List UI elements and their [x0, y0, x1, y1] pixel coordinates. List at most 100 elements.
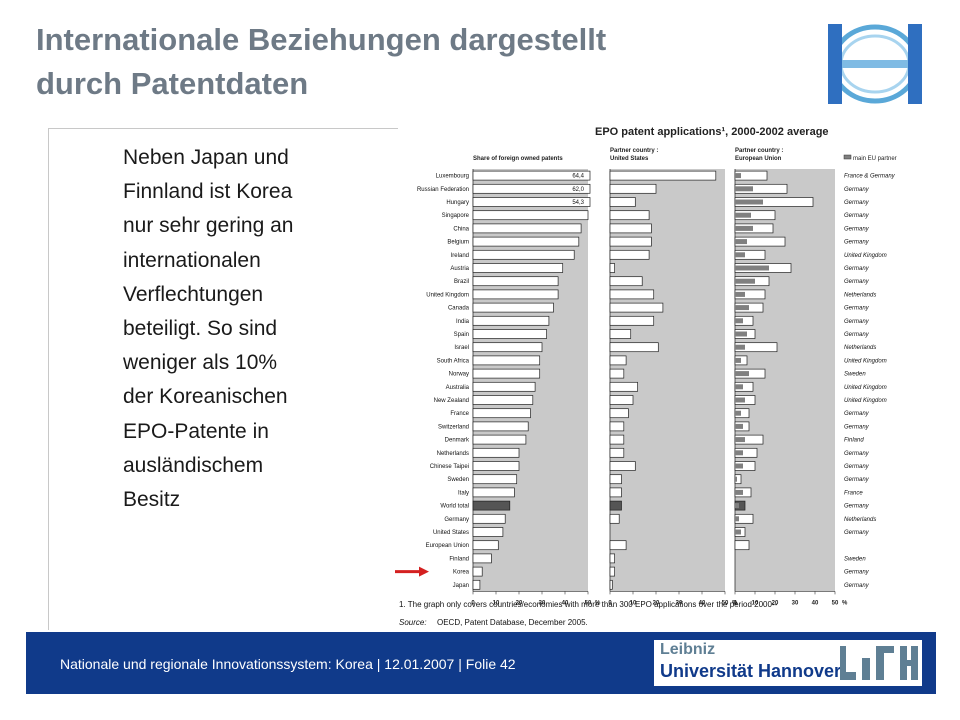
- main-eu-partner-label: United Kingdom: [844, 385, 887, 391]
- bar-share-foreign: [472, 487, 515, 498]
- category-label: Switzerland: [438, 424, 469, 430]
- bar-main-eu-partner: [735, 516, 739, 522]
- main-eu-partner-label: Germany: [844, 240, 870, 246]
- chart-note: 1. The graph only covers countries/econo…: [399, 600, 778, 609]
- bar-share-foreign: [472, 500, 511, 511]
- bar-partner-us: [609, 329, 632, 339]
- category-label: Netherlands: [437, 451, 469, 457]
- bar-partner-us: [609, 540, 627, 551]
- bar-share-foreign: [472, 342, 543, 353]
- x-tick-label: 30: [792, 600, 799, 606]
- bar-share-foreign: [472, 223, 582, 234]
- main-eu-partner-label: United Kingdom: [844, 253, 887, 259]
- bar-share-foreign: [472, 236, 580, 247]
- content-divider-vertical: [48, 128, 49, 630]
- bar-main-eu-partner: [735, 186, 753, 192]
- x-axis-unit: %: [842, 600, 848, 606]
- category-label: Luxembourg: [436, 174, 469, 180]
- main-eu-partner-label: Germany: [844, 504, 870, 510]
- highlight-arrow-head-icon: [419, 566, 429, 577]
- bar-main-eu-partner: [735, 212, 751, 218]
- panel-label-eu-line-2: European Union: [735, 156, 782, 162]
- main-eu-partner-label: Sweden: [844, 556, 866, 562]
- bar-share-foreign: [472, 170, 591, 181]
- main-eu-partner-label: France & Germany: [844, 174, 896, 180]
- bar-share-foreign: [472, 183, 591, 194]
- main-eu-partner-label: Germany: [844, 477, 870, 483]
- bar-partner-us: [609, 579, 613, 590]
- main-eu-partner-label: Sweden: [844, 372, 866, 378]
- main-eu-partner-label: Germany: [844, 464, 870, 470]
- category-label: Denmark: [445, 438, 470, 444]
- bar-share-foreign: [472, 355, 541, 366]
- bar-partner-us: [609, 249, 650, 260]
- category-label: Germany: [444, 517, 469, 523]
- x-tick-label: 20: [653, 600, 660, 606]
- category-label: Korea: [453, 570, 470, 576]
- bar-share-foreign: [472, 329, 547, 339]
- bar-partner-us: [609, 434, 625, 445]
- main-eu-partner-label: Germany: [844, 583, 870, 589]
- data-label: 54,3: [572, 200, 584, 206]
- body-text-line: internationalen: [123, 248, 261, 272]
- bar-partner-us: [609, 421, 625, 432]
- main-eu-partner-label: Germany: [844, 530, 870, 536]
- bar-share-foreign: [472, 553, 492, 564]
- bar-main-eu-partner: [735, 318, 743, 324]
- bar-main-eu-partner: [735, 397, 745, 403]
- category-label: Austria: [450, 266, 469, 272]
- x-tick-label: 30: [676, 600, 683, 606]
- bar-partner-eu: [734, 540, 750, 551]
- bar-share-foreign: [472, 197, 591, 207]
- x-tick-label: 30: [539, 600, 546, 606]
- university-logo: Leibniz Universität Hannover: [654, 640, 922, 686]
- bar-partner-us: [609, 513, 620, 524]
- category-label: Israel: [454, 345, 469, 351]
- bar-share-foreign: [472, 315, 550, 326]
- bar-partner-us: [609, 487, 622, 498]
- bar-partner-us: [609, 553, 615, 564]
- bar-main-eu-partner: [735, 331, 747, 337]
- category-label: Belgium: [447, 240, 469, 246]
- bar-share-foreign: [472, 395, 534, 405]
- category-label: Australia: [446, 385, 470, 391]
- slide-title: Internationale Beziehungen dargestellt d…: [36, 18, 796, 106]
- main-eu-partner-label: Germany: [844, 411, 870, 417]
- x-tick-label: 40: [812, 600, 819, 606]
- category-label: Brazil: [454, 279, 469, 285]
- body-text-line: der Koreanischen: [123, 385, 288, 409]
- body-text-line: nur sehr gering an: [123, 214, 294, 238]
- main-eu-partner-label: Germany: [844, 187, 870, 193]
- bar-partner-us: [609, 263, 615, 273]
- main-eu-partner-label: Germany: [844, 279, 870, 285]
- bar-partner-us: [609, 395, 634, 405]
- bar-main-eu-partner: [735, 278, 755, 284]
- logo-text-line-2: Universität Hannover: [660, 661, 842, 681]
- x-tick-label: 50: [832, 600, 839, 606]
- category-label: China: [453, 226, 469, 232]
- bar-share-foreign: [472, 421, 529, 432]
- body-text: Neben Japan und Finnland ist Korea nur seh…: [123, 141, 353, 517]
- category-label: India: [456, 319, 470, 325]
- x-tick-label: 10: [493, 600, 500, 606]
- main-eu-partner-label: Germany: [844, 332, 870, 338]
- category-label: New Zealand: [434, 398, 469, 404]
- body-text-line: EPO-Patente in: [123, 419, 269, 443]
- category-label: Canada: [448, 306, 470, 312]
- main-eu-partner-label: Germany: [844, 266, 870, 272]
- main-eu-partner-label: Germany: [844, 226, 870, 232]
- bar-share-foreign: [472, 461, 520, 471]
- category-label: Sweden: [447, 477, 469, 483]
- main-eu-partner-label: Germany: [844, 200, 870, 206]
- bar-partner-us: [609, 289, 655, 300]
- panel-label-share: Share of foreign owned patents: [473, 156, 563, 162]
- bar-partner-us: [609, 183, 657, 194]
- bar-main-eu-partner: [735, 489, 743, 495]
- bar-share-foreign: [472, 513, 506, 524]
- bar-share-foreign: [472, 408, 531, 419]
- bar-main-eu-partner: [735, 384, 743, 390]
- chart-title: EPO patent applications¹, 2000-2002 aver…: [595, 126, 829, 138]
- category-label: Spain: [454, 332, 469, 338]
- main-eu-partner-label: Germany: [844, 424, 870, 430]
- bar-share-foreign: [472, 527, 504, 537]
